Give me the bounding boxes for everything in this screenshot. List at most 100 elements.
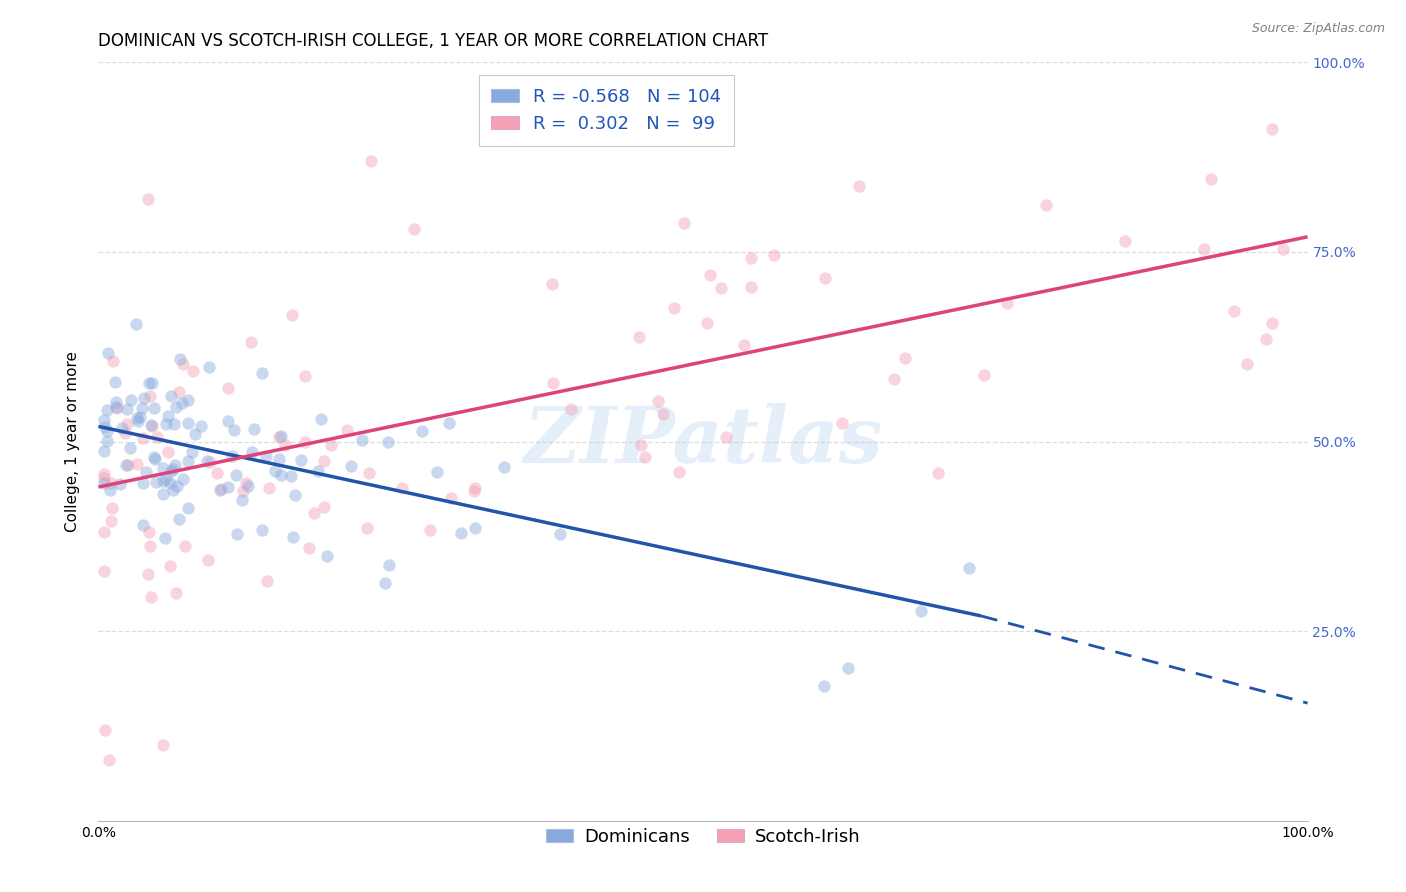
- Point: [167, 512, 190, 526]
- Point: [169, 352, 191, 367]
- Point: [198, 454, 221, 468]
- Point: [141, 376, 163, 390]
- Point: [162, 462, 184, 476]
- Point: [155, 472, 177, 486]
- Point: [231, 493, 253, 508]
- Point: [138, 376, 160, 391]
- Point: [165, 400, 187, 414]
- Point: [100, 476, 122, 491]
- Point: [177, 453, 200, 467]
- Point: [699, 268, 721, 282]
- Point: [439, 417, 461, 431]
- Point: [93, 413, 115, 427]
- Point: [198, 360, 221, 375]
- Point: [181, 444, 204, 458]
- Point: [190, 419, 212, 434]
- Point: [630, 438, 652, 452]
- Point: [93, 444, 115, 458]
- Point: [117, 458, 139, 472]
- Point: [294, 368, 316, 383]
- Point: [402, 222, 425, 236]
- Point: [98, 483, 121, 498]
- Point: [652, 407, 675, 421]
- Point: [138, 389, 160, 403]
- Point: [560, 401, 582, 416]
- Text: Source: ZipAtlas.com: Source: ZipAtlas.com: [1251, 22, 1385, 36]
- Point: [96, 402, 118, 417]
- Point: [377, 434, 399, 449]
- Point: [125, 317, 148, 331]
- Point: [492, 459, 515, 474]
- Point: [270, 429, 292, 443]
- Point: [128, 409, 150, 424]
- Point: [957, 561, 980, 575]
- Point: [195, 454, 218, 468]
- Point: [232, 484, 254, 499]
- Point: [273, 438, 295, 452]
- Point: [696, 316, 718, 330]
- Point: [157, 409, 180, 423]
- Point: [114, 425, 136, 440]
- Point: [145, 475, 167, 490]
- Point: [894, 351, 917, 366]
- Point: [740, 279, 762, 293]
- Point: [440, 491, 463, 505]
- Point: [352, 434, 374, 448]
- Point: [96, 434, 118, 449]
- Point: [225, 468, 247, 483]
- Point: [205, 466, 228, 480]
- Point: [120, 441, 142, 455]
- Point: [217, 480, 239, 494]
- Point: [240, 444, 263, 458]
- Point: [378, 558, 401, 572]
- Point: [450, 526, 472, 541]
- Point: [710, 281, 733, 295]
- Point: [104, 395, 127, 409]
- Point: [136, 567, 159, 582]
- Point: [162, 483, 184, 497]
- Point: [848, 179, 870, 194]
- Point: [160, 389, 183, 403]
- Point: [336, 423, 359, 437]
- Point: [177, 500, 200, 515]
- Point: [226, 527, 249, 541]
- Point: [209, 483, 232, 497]
- Point: [155, 417, 177, 431]
- Point: [257, 481, 280, 495]
- Point: [101, 353, 124, 368]
- Point: [135, 465, 157, 479]
- Point: [166, 479, 188, 493]
- Point: [125, 457, 148, 471]
- Point: [995, 296, 1018, 310]
- Point: [256, 574, 278, 588]
- Point: [883, 372, 905, 386]
- Point: [177, 393, 200, 408]
- Point: [464, 482, 486, 496]
- Point: [548, 527, 571, 541]
- Point: [162, 417, 184, 431]
- Point: [105, 401, 128, 416]
- Point: [627, 330, 650, 344]
- Point: [131, 401, 153, 415]
- Point: [117, 402, 139, 417]
- Point: [101, 500, 124, 515]
- Point: [115, 458, 138, 472]
- Point: [314, 500, 336, 514]
- Point: [93, 564, 115, 578]
- Point: [138, 524, 160, 539]
- Point: [319, 438, 342, 452]
- Point: [93, 471, 115, 485]
- Point: [315, 549, 337, 563]
- Point: [94, 420, 117, 434]
- Point: [426, 465, 449, 479]
- Point: [1114, 235, 1136, 249]
- Point: [143, 451, 166, 466]
- Legend: Dominicans, Scotch-Irish: Dominicans, Scotch-Irish: [538, 821, 868, 854]
- Point: [98, 753, 121, 767]
- Point: [1222, 303, 1244, 318]
- Point: [94, 723, 117, 737]
- Point: [1272, 242, 1295, 256]
- Point: [673, 216, 696, 230]
- Point: [111, 420, 134, 434]
- Y-axis label: College, 1 year or more: College, 1 year or more: [65, 351, 80, 532]
